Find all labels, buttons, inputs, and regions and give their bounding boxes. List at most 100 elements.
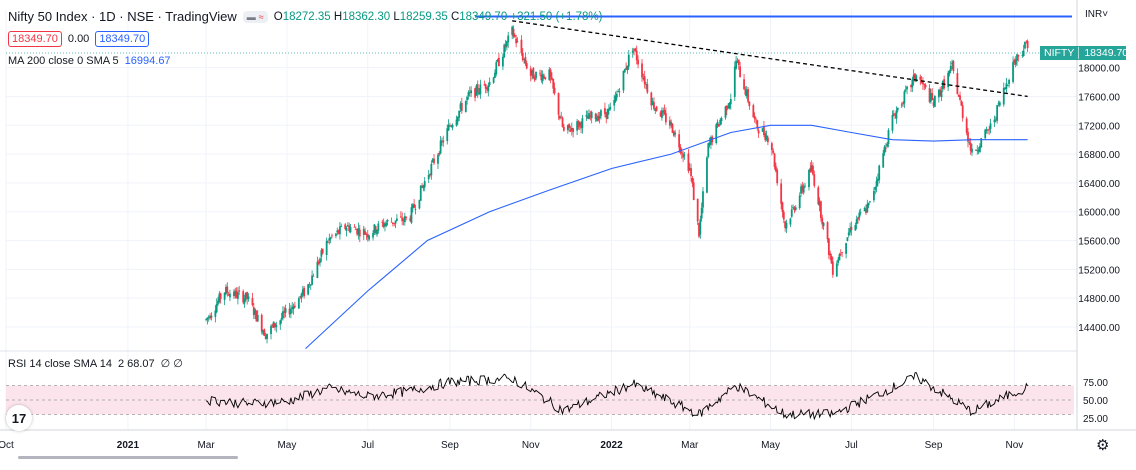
candle-body — [535, 71, 537, 79]
candle-body — [716, 121, 719, 126]
candle-body — [671, 124, 674, 133]
candle-body — [702, 191, 704, 208]
candle-body — [474, 88, 476, 98]
candle-body — [882, 153, 885, 168]
candle-body — [847, 232, 850, 236]
candle-body — [339, 226, 341, 235]
candle-body — [1022, 50, 1025, 56]
timeline-scrollbar[interactable] — [18, 456, 238, 459]
candle-body — [381, 221, 384, 223]
candle-body — [226, 286, 229, 293]
candle-body — [238, 290, 241, 292]
candle-body — [539, 72, 541, 74]
candle-body — [646, 84, 649, 93]
candle-body — [577, 121, 580, 128]
candle-body — [460, 102, 463, 111]
candle-body — [789, 218, 792, 225]
time-tick-label: Nov — [1005, 440, 1023, 451]
tradingview-logo-icon[interactable]: 17 — [6, 405, 32, 431]
candle-body — [737, 59, 740, 65]
candle-body — [309, 284, 312, 286]
sell-price-box[interactable]: 18349.70 — [8, 31, 62, 47]
candle-body — [904, 89, 907, 91]
symbol-title[interactable]: Nifty 50 Index · 1D · NSE · TradingView — [8, 9, 237, 24]
price-tick-label: 18000.00 — [1078, 64, 1120, 75]
visibility-toggle[interactable]: ▬ ≈ — [242, 10, 268, 23]
candle-body — [560, 117, 563, 119]
candle-body — [876, 178, 879, 181]
candle-body — [622, 70, 625, 91]
candle-body — [997, 103, 1000, 105]
candle-body — [349, 227, 352, 233]
candle-body — [773, 153, 776, 167]
candle-body — [552, 78, 555, 89]
candle-body — [891, 115, 894, 131]
candle-body — [664, 113, 667, 123]
candle-body — [566, 125, 569, 131]
currency-selector[interactable]: INR˅ — [1085, 9, 1108, 20]
ma-legend[interactable]: MA 200 close 0 SMA 5 16994.67 — [8, 55, 171, 67]
time-tick-label: Sep — [925, 440, 943, 451]
candle-body — [458, 110, 461, 118]
candle-body — [929, 93, 932, 102]
candle-body — [441, 140, 443, 142]
candle-body — [914, 73, 916, 80]
candle-body — [467, 92, 470, 96]
candle-body — [965, 118, 968, 133]
candle-body — [520, 39, 523, 54]
price-tick-label: 16400.00 — [1078, 179, 1120, 190]
candle-body — [902, 102, 904, 105]
candle-body — [719, 119, 722, 125]
candle-body — [569, 129, 572, 132]
candle-body — [637, 59, 639, 65]
candle-body — [283, 311, 286, 313]
candle-body — [376, 229, 378, 235]
candle-body — [207, 316, 210, 318]
candle-body — [368, 235, 370, 240]
candle-body — [894, 117, 897, 119]
replay-icon: ≈ — [258, 11, 264, 22]
candle-body — [682, 153, 685, 158]
ohlc-values: O18272.35 H18362.30 L18259.35 C18349.70 … — [274, 11, 603, 23]
candle-body — [429, 174, 431, 176]
candle-body — [928, 88, 931, 103]
candle-body — [886, 143, 889, 147]
close-label: C — [450, 10, 460, 23]
candle-body — [1014, 59, 1017, 65]
candle-body — [690, 168, 692, 177]
candle-body — [728, 102, 731, 109]
candle-body — [594, 113, 597, 120]
candle-body — [989, 123, 992, 129]
candle-body — [558, 115, 561, 119]
candle-body — [210, 315, 213, 318]
candle-body — [865, 209, 867, 213]
candle-body — [801, 185, 804, 191]
candle-body — [374, 226, 377, 233]
low-value: 18259.35 — [399, 10, 448, 23]
gear-icon[interactable]: ⚙ — [1096, 437, 1110, 454]
candle-body — [892, 113, 895, 116]
candle-body — [642, 78, 645, 80]
candle-body — [780, 183, 783, 204]
candle-body — [225, 286, 227, 294]
candle-body — [873, 191, 875, 201]
candle-body — [479, 84, 482, 95]
candle-body — [875, 180, 878, 187]
candle-body — [544, 77, 547, 79]
candle-body — [626, 65, 629, 71]
rsi-legend[interactable]: RSI 14 close SMA 14 2 68.07 ∅ ∅ — [8, 357, 183, 371]
visibility-icon: ▬ — [246, 11, 256, 22]
candle-body — [604, 108, 606, 114]
candle-body — [533, 77, 536, 81]
candle-body — [568, 123, 571, 129]
rsi-na: ∅ ∅ — [160, 358, 183, 370]
candle-body — [504, 44, 507, 48]
buy-price-box[interactable]: 18349.70 — [95, 31, 150, 47]
candle-body — [634, 48, 637, 51]
candle-body — [854, 225, 857, 231]
candle-body — [957, 94, 960, 97]
candle-body — [743, 79, 745, 90]
price-tick-label: 15600.00 — [1078, 237, 1120, 248]
